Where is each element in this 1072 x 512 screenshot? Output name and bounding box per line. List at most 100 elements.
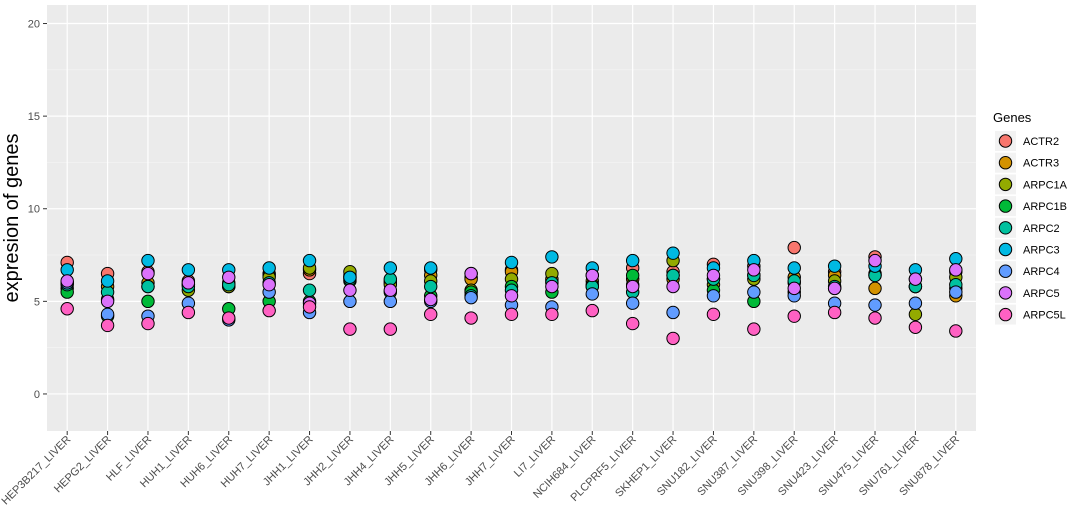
- legend-key-actr2: [998, 134, 1013, 148]
- data-point-arpc1b: [625, 268, 640, 283]
- legend-key-arpc5: [998, 286, 1013, 300]
- data-point-actr2: [787, 240, 801, 255]
- data-point-arpc5: [706, 268, 721, 283]
- data-point-arpc5l: [868, 311, 882, 325]
- data-point-arpc5: [504, 289, 519, 303]
- legend-label: ARPC1B: [1023, 201, 1067, 213]
- data-point-arpc5l: [181, 305, 196, 320]
- data-point-arpc3: [625, 253, 640, 268]
- data-point-arpc4: [383, 294, 398, 309]
- data-point-arpc3: [666, 246, 680, 260]
- data-point-arpc5l: [302, 300, 317, 314]
- data-point-arpc5l: [827, 305, 842, 320]
- data-point-arpc4: [868, 298, 882, 312]
- data-point-arpc2: [302, 283, 317, 297]
- data-point-arpc5l: [100, 318, 115, 333]
- legend-key-arpc1a: [998, 177, 1013, 192]
- data-point-arpc4: [706, 289, 721, 303]
- data-point-arpc5: [343, 283, 357, 297]
- legend-label: ARPC3: [1023, 245, 1060, 257]
- data-point-arpc5: [908, 272, 923, 286]
- data-point-arpc5l: [625, 316, 640, 331]
- data-point-arpc5: [262, 277, 276, 292]
- data-point-arpc4: [908, 296, 923, 310]
- data-point-arpc3: [141, 253, 155, 268]
- data-point-actr3: [868, 281, 882, 296]
- legend-label: ARPC2: [1023, 223, 1060, 235]
- data-point-arpc5: [424, 292, 438, 307]
- data-point-arpc5: [868, 253, 882, 268]
- legend-label: ARPC1A: [1023, 179, 1068, 191]
- data-point-arpc2: [383, 272, 398, 286]
- data-point-arpc3: [545, 250, 559, 264]
- data-point-arpc3: [787, 261, 801, 275]
- legend-label: ARPC5: [1023, 288, 1060, 300]
- data-point-arpc5l: [262, 303, 276, 318]
- data-point-arpc5l: [908, 320, 923, 334]
- data-point-arpc4: [585, 287, 599, 301]
- data-point-arpc3: [100, 274, 115, 288]
- data-point-arpc5l: [787, 309, 801, 323]
- data-point-arpc5: [464, 266, 478, 281]
- legend-key-arpc3: [998, 242, 1013, 257]
- data-point-arpc5: [181, 276, 196, 290]
- data-point-arpc5l: [706, 307, 721, 322]
- legend-key-actr3: [998, 156, 1013, 170]
- data-point-arpc4: [949, 285, 963, 299]
- data-point-arpc5l: [464, 311, 478, 325]
- y-tick-label: 10: [28, 204, 40, 216]
- data-point-arpc4: [343, 294, 357, 309]
- legend-label: ARPC5L: [1023, 310, 1066, 322]
- x-axis: HEP3B217_LIVERHEPG2_LIVERHLF_LIVERHUH1_L…: [0, 431, 962, 507]
- grid-lines: [47, 5, 976, 431]
- data-point-arpc5: [222, 270, 236, 284]
- data-point-arpc5: [747, 263, 761, 277]
- data-point-arpc5l: [949, 324, 963, 338]
- data-point-arpc5: [383, 283, 398, 297]
- data-point-arpc3: [262, 261, 276, 275]
- data-point-arpc5: [625, 279, 640, 294]
- data-point-arpc3: [383, 261, 398, 275]
- legend-key-arpc2: [998, 221, 1013, 235]
- data-point-arpc5: [100, 294, 115, 309]
- data-point-arpc4: [100, 307, 115, 322]
- data-point-arpc5l: [60, 302, 74, 316]
- data-point-arpc5l: [343, 322, 357, 336]
- data-point-arpc5l: [222, 311, 236, 325]
- data-point-arpc3: [424, 261, 438, 275]
- data-point-arpc5: [141, 266, 155, 281]
- legend-key-arpc1b: [998, 199, 1013, 213]
- data-point-arpc2: [424, 279, 438, 294]
- data-point-arpc3: [504, 255, 519, 270]
- legend-title: Genes: [993, 110, 1032, 125]
- data-point-arpc5l: [504, 307, 519, 322]
- legend-label: ACTR3: [1023, 158, 1059, 170]
- data-point-arpc5: [666, 279, 680, 294]
- data-point-arpc3: [60, 263, 74, 277]
- data-point-arpc3: [343, 270, 357, 284]
- data-point-arpc5l: [141, 316, 155, 331]
- data-point-arpc5l: [747, 322, 761, 336]
- data-point-arpc5l: [585, 303, 599, 318]
- legend-label: ACTR2: [1023, 136, 1059, 148]
- data-point-arpc5l: [424, 307, 438, 322]
- data-point-arpc4: [464, 290, 478, 305]
- data-point-arpc3: [302, 253, 317, 268]
- y-axis: 0 5 10 15 20: [28, 19, 47, 401]
- data-point-arpc5l: [383, 322, 398, 336]
- data-point-arpc4: [747, 285, 761, 299]
- data-point-arpc3: [949, 252, 963, 266]
- legend-key-arpc5l: [998, 307, 1013, 322]
- y-tick-label: 15: [28, 111, 40, 123]
- data-point-arpc5: [787, 281, 801, 296]
- y-tick-label: 0: [34, 389, 40, 401]
- data-point-arpc1b: [141, 294, 155, 309]
- data-point-arpc5: [949, 263, 963, 277]
- data-point-arpc5l: [666, 331, 680, 346]
- data-point-arpc5: [827, 281, 842, 296]
- y-axis-title: expresion of genes: [1, 133, 23, 302]
- data-point-arpc3: [181, 263, 196, 277]
- data-point-arpc2: [666, 268, 680, 283]
- data-point-arpc1a: [908, 307, 923, 322]
